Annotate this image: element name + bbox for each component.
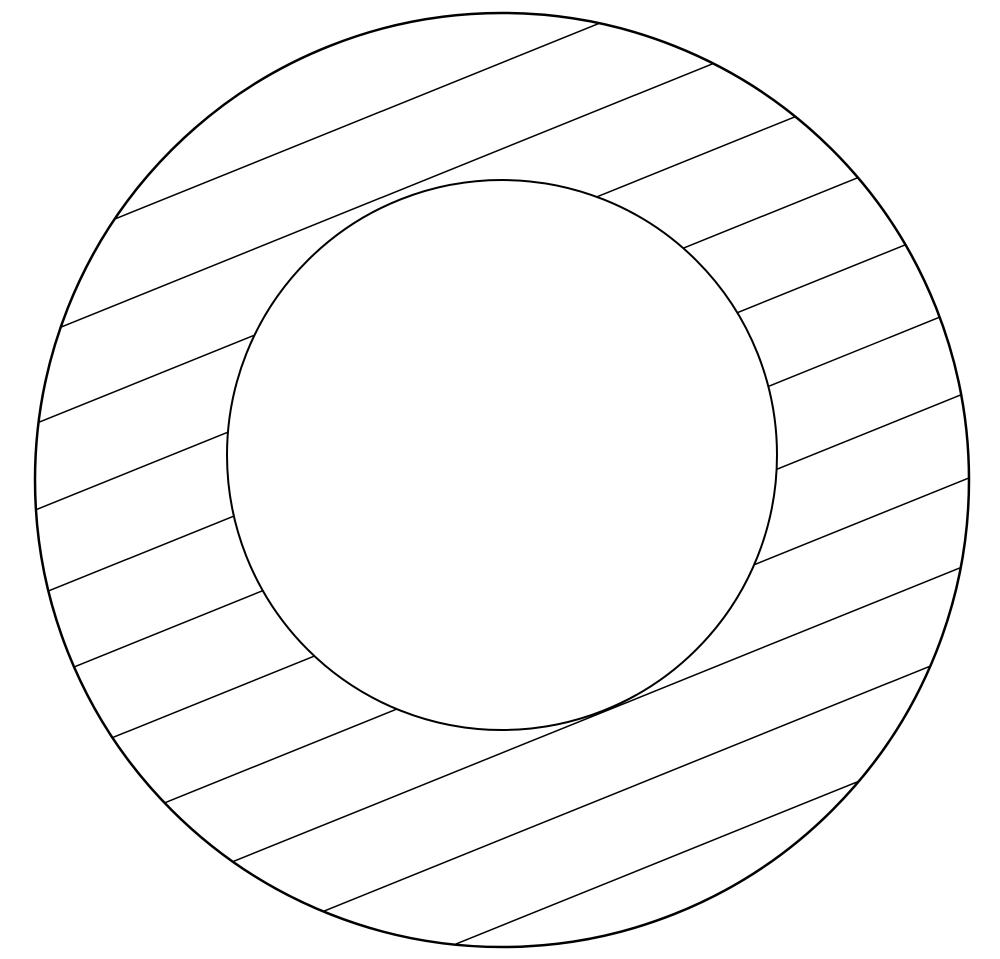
hatching — [0, 0, 1000, 959]
outer-circle — [35, 13, 969, 947]
inner-circle — [227, 180, 777, 730]
annulus-diagram — [0, 0, 1000, 959]
